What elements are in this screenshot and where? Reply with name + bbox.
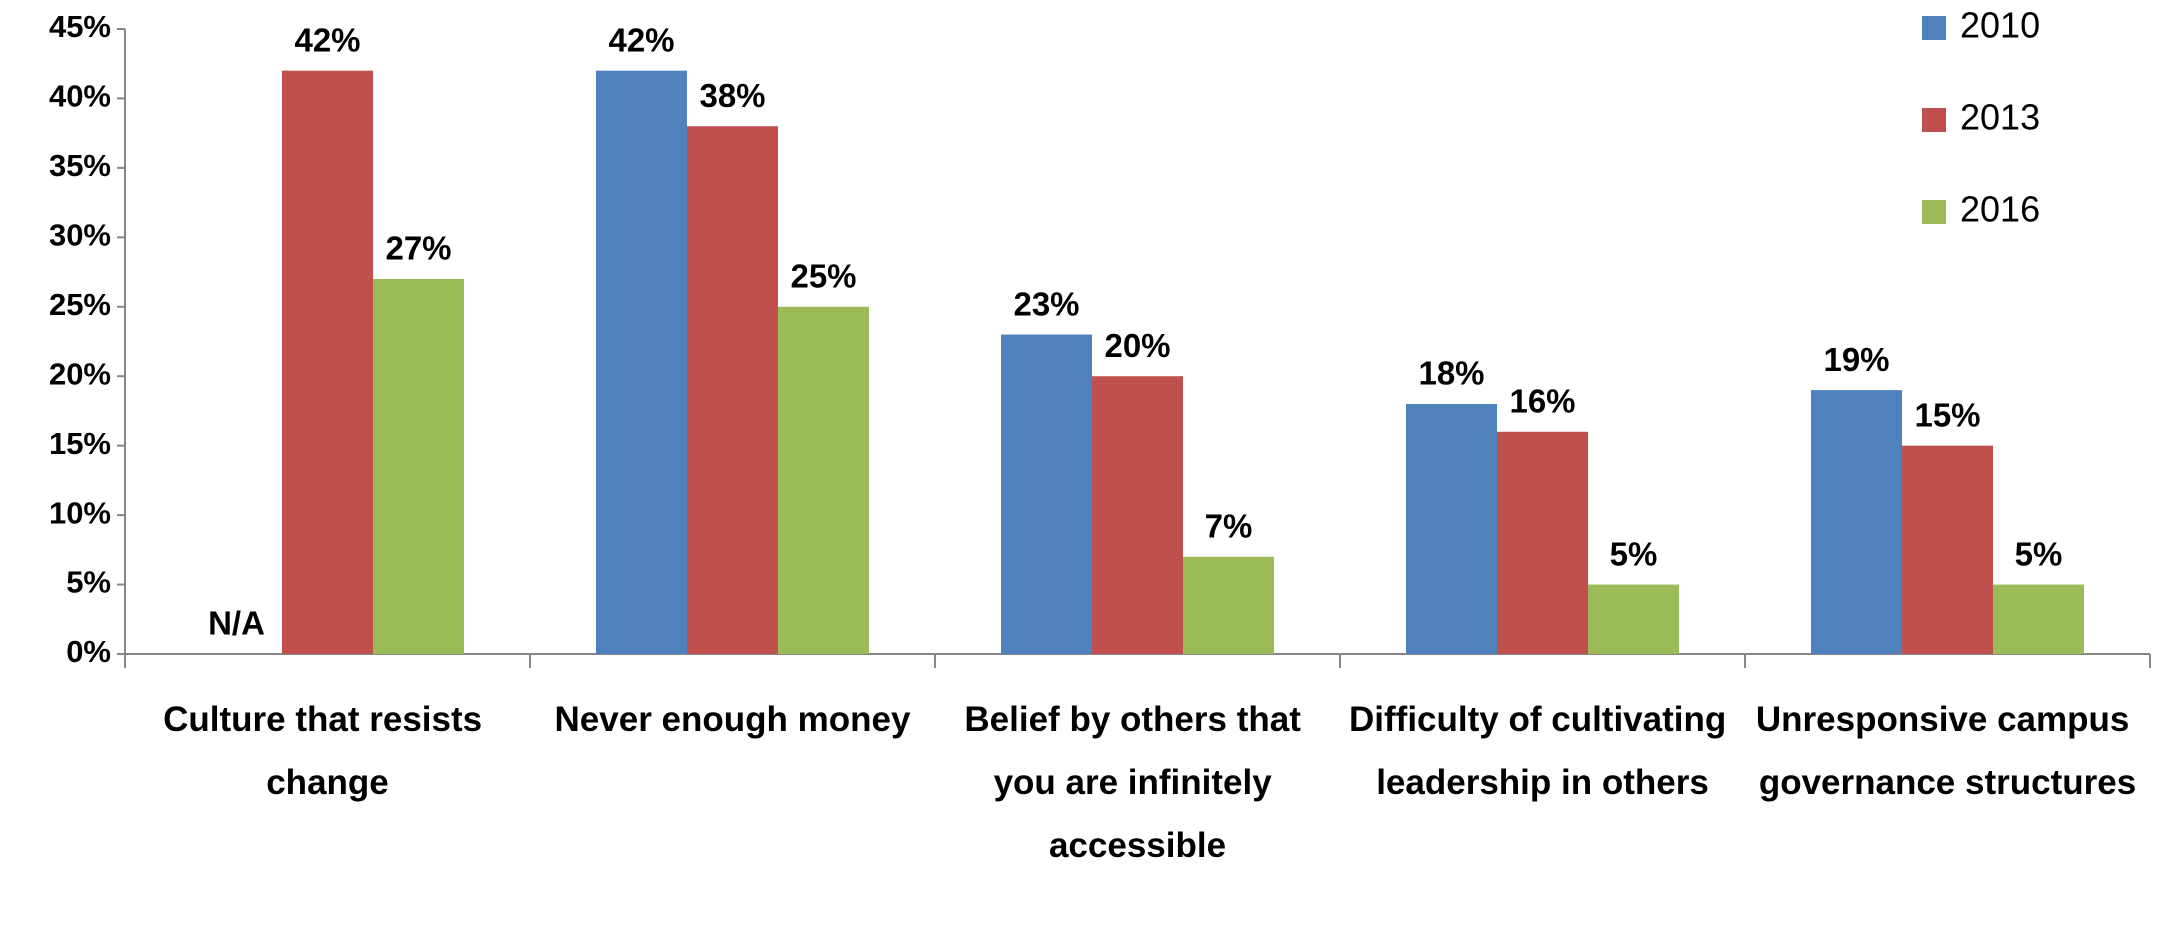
legend-label: 2010 — [1960, 5, 2040, 46]
value-label: 25% — [790, 257, 856, 294]
value-label: 15% — [1914, 396, 1980, 433]
bar — [1811, 390, 1902, 654]
value-label: 5% — [1610, 535, 1658, 572]
y-tick-label: 45% — [49, 9, 111, 44]
bar — [1406, 404, 1497, 654]
bar — [373, 279, 464, 654]
value-label: N/A — [208, 605, 265, 642]
legend-swatch — [1922, 16, 1946, 40]
x-tick-label: Belief by others that you are infinitely… — [964, 700, 1310, 865]
value-label: 20% — [1104, 327, 1170, 364]
y-tick-label: 15% — [49, 426, 111, 461]
value-label: 5% — [2015, 535, 2063, 572]
legend-swatch — [1922, 108, 1946, 132]
y-tick-label: 5% — [66, 565, 111, 600]
value-label: 38% — [699, 77, 765, 114]
value-label: 7% — [1205, 507, 1253, 544]
y-tick-label: 35% — [49, 148, 111, 183]
bar — [1001, 334, 1092, 654]
bar — [1902, 445, 1993, 654]
bar — [1183, 556, 1274, 654]
value-label: 19% — [1823, 341, 1889, 378]
bar — [1497, 431, 1588, 654]
bar — [1092, 376, 1183, 654]
x-tick-label: Never enough money — [555, 700, 911, 739]
y-tick-label: 20% — [49, 356, 111, 391]
x-tick-label: Unresponsive campus governance structure… — [1756, 700, 2139, 802]
value-label: 23% — [1013, 285, 1079, 322]
y-tick-label: 30% — [49, 218, 111, 253]
value-label: 18% — [1418, 355, 1484, 392]
bar — [778, 306, 869, 654]
value-label: 42% — [608, 21, 674, 58]
legend-label: 2013 — [1960, 97, 2040, 138]
value-label: 42% — [294, 21, 360, 58]
bar — [1993, 584, 2084, 654]
value-label: 27% — [385, 230, 451, 267]
y-tick-label: 0% — [66, 634, 111, 669]
y-tick-label: 10% — [49, 495, 111, 530]
legend-swatch — [1922, 200, 1946, 224]
y-tick-label: 25% — [49, 287, 111, 322]
x-tick-label: Culture that resists change — [163, 700, 492, 802]
bar — [596, 70, 687, 654]
bar — [687, 126, 778, 654]
legend-label: 2016 — [1960, 189, 2040, 230]
y-tick-label: 40% — [49, 79, 111, 114]
value-label: 16% — [1509, 382, 1575, 419]
x-tick-label: Difficulty of cultivating leadership in … — [1349, 700, 1736, 802]
bar — [282, 70, 373, 654]
bar — [1588, 584, 1679, 654]
